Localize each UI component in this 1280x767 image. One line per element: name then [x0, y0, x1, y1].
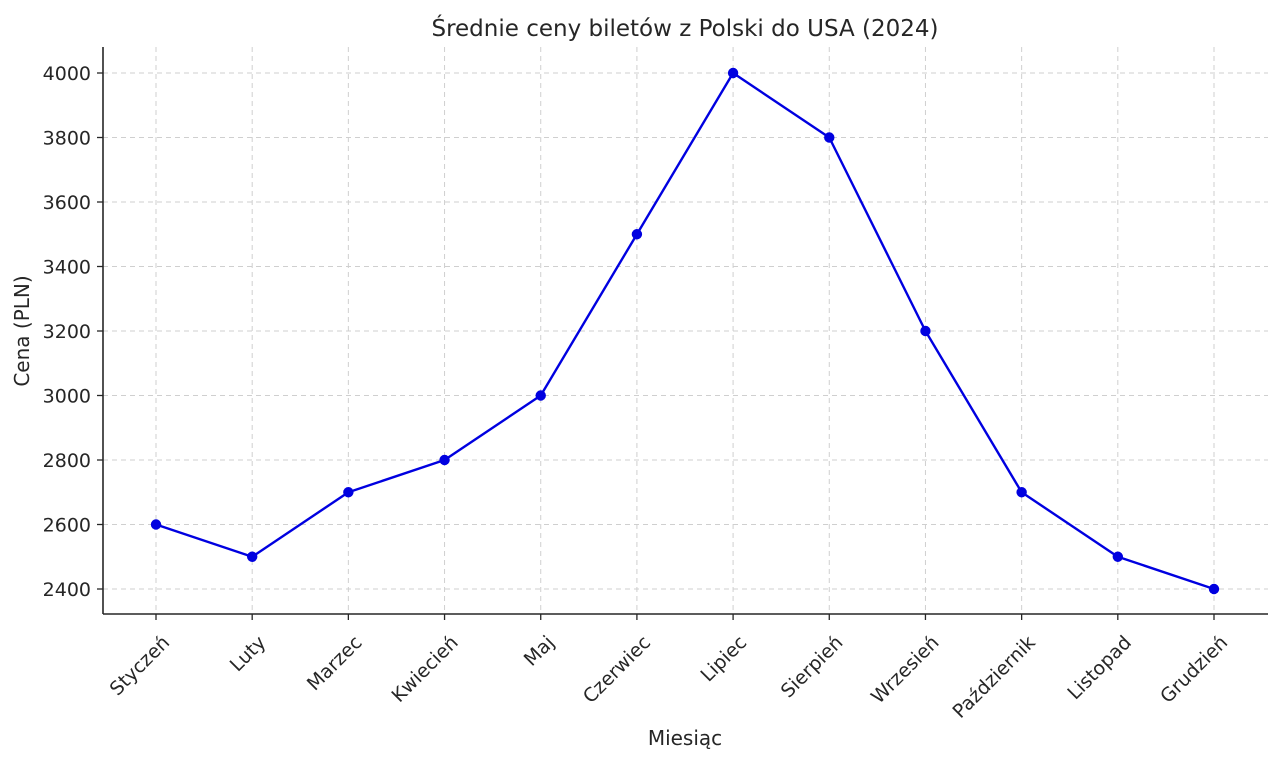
x-tick-label: Czerwiec: [579, 632, 655, 708]
chart-title: Średnie ceny biletów z Polski do USA (20…: [431, 14, 938, 42]
data-point: [535, 390, 546, 401]
grid: [103, 47, 1268, 614]
x-axis-ticks: Styczeń Luty Marzec Kwiecień Maj Czerwiec Lipi…: [106, 614, 1232, 723]
x-tick-label: Październik: [949, 632, 1040, 723]
x-tick-label: Kwiecień: [387, 632, 462, 707]
data-point: [246, 551, 258, 562]
series: [150, 67, 1220, 595]
x-tick-label: Maj: [520, 632, 559, 671]
y-tick-label: 2600: [43, 515, 91, 537]
x-tick-label: Listopad: [1063, 632, 1136, 705]
data-point: [727, 67, 739, 79]
x-tick-label: Lipiec: [697, 632, 752, 687]
x-tick-label: Wrzesień: [867, 632, 944, 709]
x-tick-label: Marzec: [303, 632, 367, 696]
x-axis-title: Miesiąc: [648, 726, 722, 750]
x-tick-label: Styczeń: [106, 632, 175, 701]
y-tick-label: 3800: [43, 128, 91, 150]
data-point: [1016, 487, 1027, 498]
y-axis-title: Cena (PLN): [10, 275, 34, 386]
y-tick-label: 3200: [43, 321, 91, 343]
data-point: [439, 454, 450, 466]
data-point: [920, 325, 931, 337]
y-tick-label: 4000: [43, 63, 91, 85]
y-tick-label: 2800: [43, 450, 91, 472]
y-tick-label: 3400: [43, 257, 91, 279]
x-tick-label: Luty: [226, 632, 271, 677]
y-tick-label: 3600: [43, 192, 91, 214]
data-point: [1112, 551, 1124, 562]
data-point: [824, 132, 835, 143]
series-line: [155, 71, 1215, 591]
data-point: [343, 487, 354, 498]
data-point: [150, 519, 162, 530]
data-point: [1208, 583, 1220, 595]
y-tick-label: 3000: [43, 386, 91, 408]
x-tick-label: Grudzień: [1156, 632, 1232, 708]
data-point: [631, 229, 643, 240]
x-tick-label: Sierpień: [777, 632, 848, 703]
y-tick-label: 2400: [43, 579, 91, 601]
y-axis-ticks: 2400 2600 2800 3000 3200 3400 3600 3800 4000: [43, 63, 103, 601]
